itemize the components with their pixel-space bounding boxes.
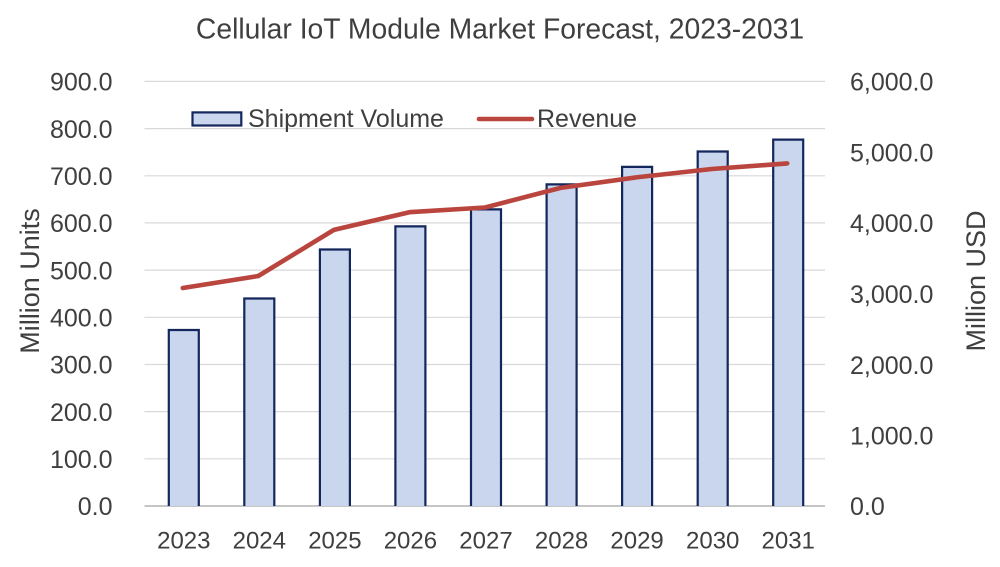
svg-text:2030: 2030 — [686, 528, 739, 555]
svg-text:Revenue: Revenue — [537, 105, 637, 133]
svg-text:2023: 2023 — [157, 528, 210, 555]
svg-text:900.0: 900.0 — [50, 69, 113, 97]
svg-text:5,000.0: 5,000.0 — [850, 139, 933, 167]
svg-text:2028: 2028 — [535, 528, 588, 555]
svg-text:2025: 2025 — [308, 528, 361, 555]
svg-text:500.0: 500.0 — [50, 257, 113, 285]
svg-text:2031: 2031 — [762, 528, 815, 555]
svg-text:300.0: 300.0 — [50, 352, 113, 380]
svg-text:700.0: 700.0 — [50, 163, 113, 191]
svg-text:6,000.0: 6,000.0 — [850, 69, 933, 97]
svg-text:100.0: 100.0 — [50, 446, 113, 474]
svg-text:2029: 2029 — [610, 528, 663, 555]
svg-text:0.0: 0.0 — [78, 493, 113, 521]
svg-text:3,000.0: 3,000.0 — [850, 281, 933, 309]
svg-text:Million USD: Million USD — [961, 210, 991, 351]
svg-text:400.0: 400.0 — [50, 305, 113, 333]
svg-text:2026: 2026 — [384, 528, 437, 555]
svg-text:Shipment Volume: Shipment Volume — [248, 105, 444, 133]
svg-text:Million Units: Million Units — [15, 208, 45, 354]
svg-text:800.0: 800.0 — [50, 116, 113, 144]
svg-text:2027: 2027 — [459, 528, 512, 555]
svg-text:1,000.0: 1,000.0 — [850, 423, 933, 451]
svg-text:0.0: 0.0 — [850, 493, 885, 521]
svg-text:4,000.0: 4,000.0 — [850, 210, 933, 238]
svg-text:2,000.0: 2,000.0 — [850, 352, 933, 380]
svg-text:2024: 2024 — [233, 528, 286, 555]
svg-text:Cellular IoT Module Market For: Cellular IoT Module Market Forecast, 202… — [196, 13, 804, 45]
svg-text:200.0: 200.0 — [50, 399, 113, 427]
svg-text:600.0: 600.0 — [50, 210, 113, 238]
